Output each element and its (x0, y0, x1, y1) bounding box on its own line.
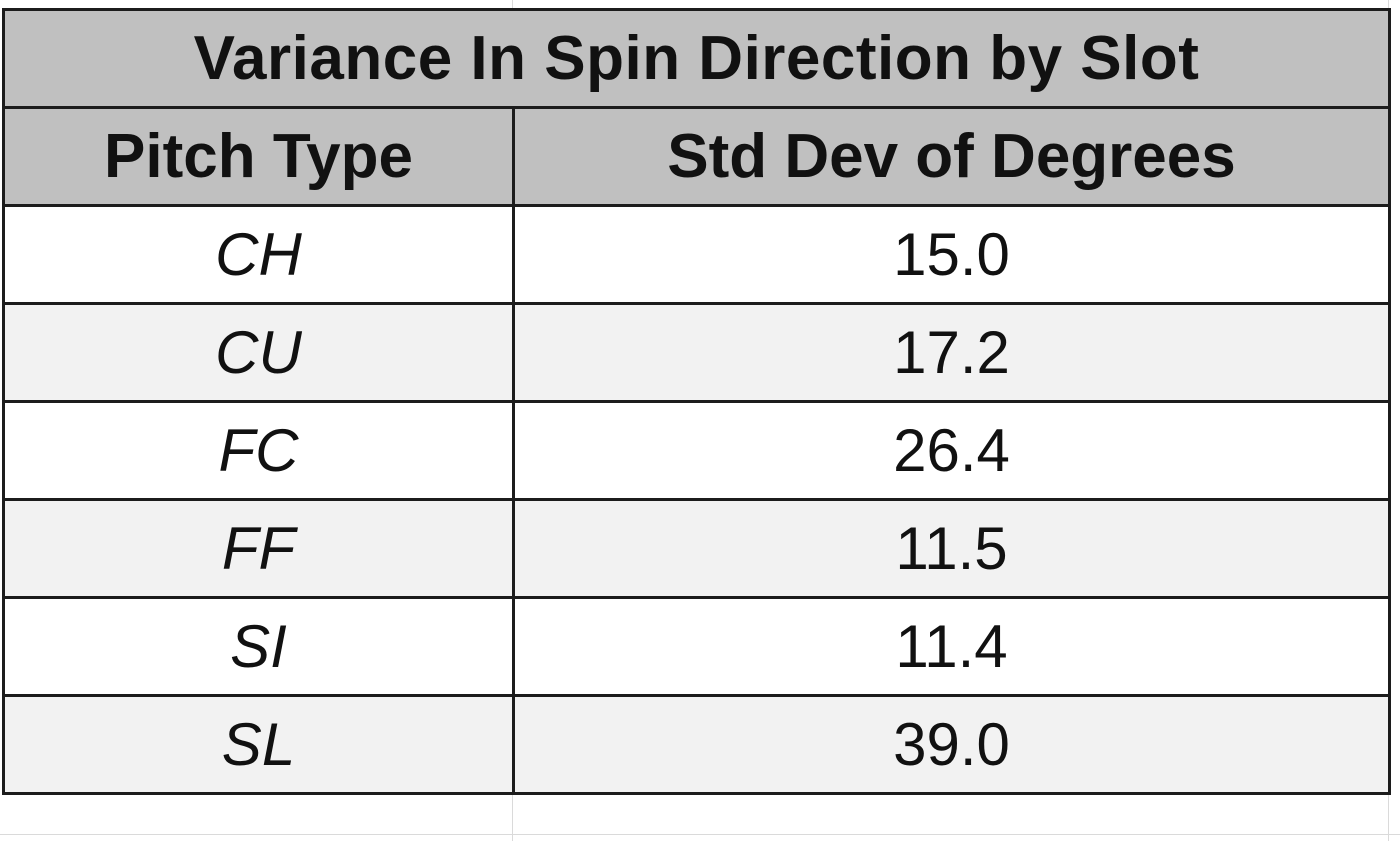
table-row: FF 11.5 (2, 498, 1392, 599)
std-dev-cell[interactable]: 39.0 (511, 694, 1392, 795)
table-row: SI 11.4 (2, 596, 1392, 697)
std-dev-cell[interactable]: 15.0 (511, 204, 1392, 305)
table-row: FC 26.4 (2, 400, 1392, 501)
std-dev-cell[interactable]: 26.4 (511, 400, 1392, 501)
pitch-type-cell[interactable]: SL (2, 694, 515, 795)
spin-variance-table: Variance In Spin Direction by Slot Pitch… (1, 8, 1392, 795)
std-dev-cell[interactable]: 11.4 (511, 596, 1392, 697)
pitch-type-cell[interactable]: CU (2, 302, 515, 403)
pitch-type-cell[interactable]: CH (2, 204, 515, 305)
std-dev-cell[interactable]: 17.2 (511, 302, 1392, 403)
header-row: Pitch Type Std Dev of Degrees (2, 106, 1392, 207)
header-pitch-type[interactable]: Pitch Type (2, 106, 515, 207)
table-row: SL 39.0 (2, 694, 1392, 795)
table-row: CU 17.2 (2, 302, 1392, 403)
table-title[interactable]: Variance In Spin Direction by Slot (1, 8, 1392, 109)
header-std-dev[interactable]: Std Dev of Degrees (511, 106, 1392, 207)
title-row: Variance In Spin Direction by Slot (1, 8, 1392, 109)
std-dev-cell[interactable]: 11.5 (511, 498, 1392, 599)
pitch-type-cell[interactable]: SI (2, 596, 515, 697)
sheet-gridline (0, 834, 1400, 835)
table-row: CH 15.0 (2, 204, 1392, 305)
pitch-type-cell[interactable]: FF (2, 498, 515, 599)
pitch-type-cell[interactable]: FC (2, 400, 515, 501)
